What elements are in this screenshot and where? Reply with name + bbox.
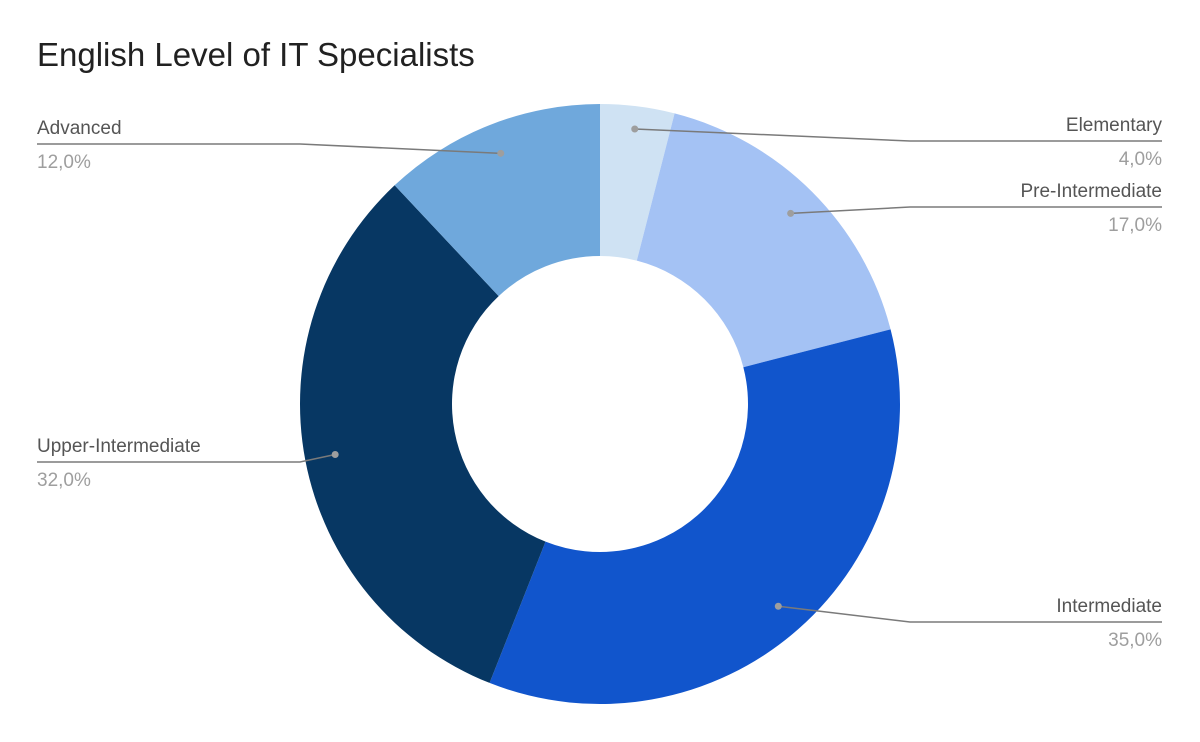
leader-dot-upper-intermediate — [331, 451, 339, 459]
slice-elementary — [600, 104, 675, 261]
leaders-group — [37, 125, 1162, 623]
leader-line-pre-intermediate — [790, 206, 1162, 215]
slice-value-elementary: 4,0% — [1119, 149, 1162, 170]
chart-title: English Level of IT Specialists — [37, 36, 475, 73]
slices-group — [299, 104, 901, 705]
slice-value-pre-intermediate: 17,0% — [1108, 215, 1162, 236]
slice-value-intermediate: 35,0% — [1108, 630, 1162, 651]
leader-line-intermediate — [778, 605, 1162, 623]
slice-label-advanced: Advanced — [37, 118, 122, 139]
leader-dot-advanced — [497, 149, 505, 157]
slice-label-pre-intermediate: Pre-Intermediate — [1020, 181, 1162, 202]
slice-value-advanced: 12,0% — [37, 152, 91, 173]
leader-line-elementary — [634, 128, 1162, 142]
leader-line-upper-intermediate — [37, 453, 336, 463]
slice-intermediate — [489, 329, 901, 705]
slice-label-intermediate: Intermediate — [1056, 596, 1162, 617]
labels-group: Elementary 4,0% Pre-Intermediate 17,0% Inter… — [37, 115, 1162, 651]
slice-label-elementary: Elementary — [1066, 115, 1163, 136]
slice-value-upper-intermediate: 32,0% — [37, 470, 91, 491]
slice-label-upper-intermediate: Upper-Intermediate — [37, 436, 201, 457]
leader-line-advanced — [37, 143, 501, 155]
leader-dot-pre-intermediate — [787, 209, 795, 217]
leader-dot-elementary — [631, 125, 639, 133]
slice-pre-intermediate — [636, 113, 891, 368]
slice-advanced — [394, 104, 600, 297]
slice-upper-intermediate — [299, 185, 546, 683]
leader-dot-intermediate — [774, 602, 782, 610]
